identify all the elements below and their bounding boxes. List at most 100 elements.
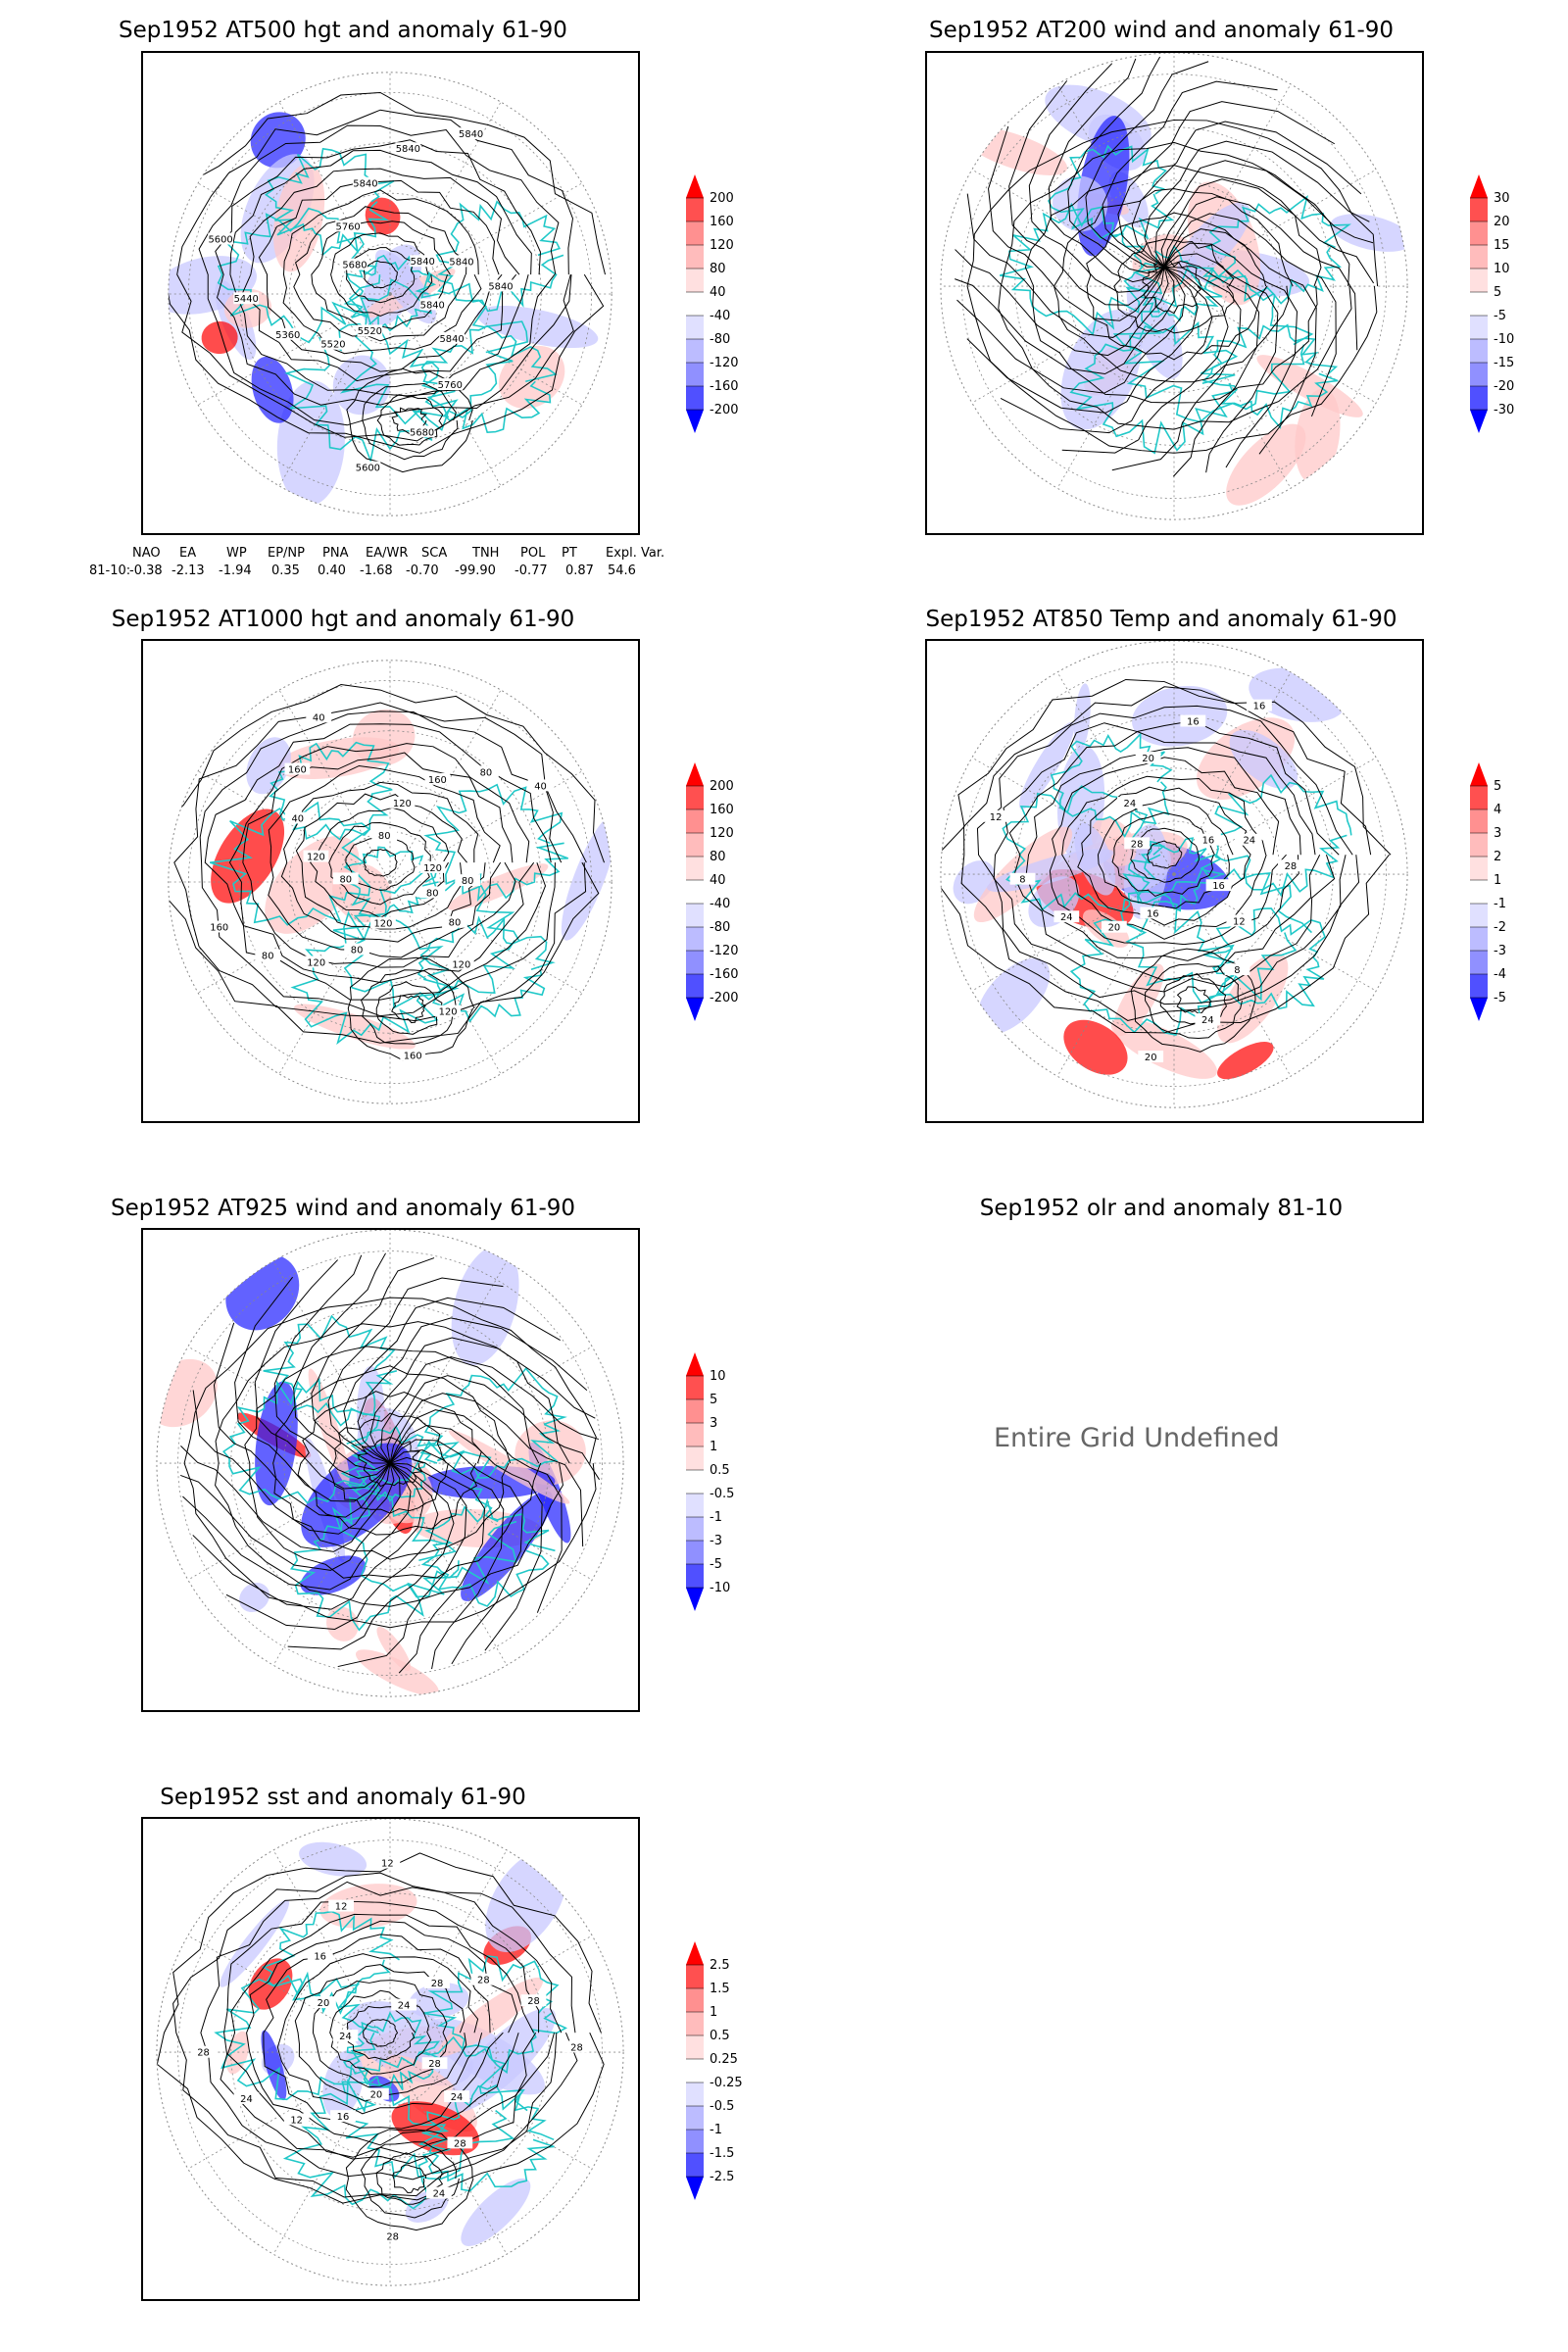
- colorbar-swatch: [1470, 292, 1488, 316]
- contour-label: 24: [339, 2032, 352, 2042]
- colorbar-tick-label: 0.25: [710, 2052, 738, 2067]
- colorbar-canvas: 5 4 3 2 1 -1 -2 -3 -4 -5: [1470, 762, 1506, 1021]
- map-at500-height: 5840 5840 5760 5680 5600 5520 5520 5360 5440 5600…: [141, 51, 640, 535]
- contour-label: 80: [426, 888, 439, 899]
- colorbar-swatch: [686, 1376, 704, 1399]
- contour-label: 12: [990, 812, 1003, 823]
- contour-label: 28: [428, 2059, 441, 2070]
- warm-anomaly-region: [365, 197, 401, 235]
- meridian-line: [389, 689, 502, 883]
- index-header: Expl. Var.: [606, 546, 665, 561]
- warm-anomaly-region: [352, 709, 416, 766]
- contour-label: 160: [288, 765, 307, 776]
- colorbar-tick-label: -10: [1494, 332, 1514, 347]
- colorbar-swatch: [1470, 809, 1488, 833]
- contour-label: 5840: [439, 334, 464, 345]
- contour-label: 20: [318, 1998, 330, 2009]
- cool-anomaly-region: [261, 2030, 287, 2101]
- colorbar-swatch: [686, 2130, 704, 2153]
- colorbar-swatch: [1470, 316, 1488, 339]
- colorbar-tick-label: 80: [710, 850, 726, 864]
- colorbar-at850: 5 4 3 2 1 -1 -2 -3 -4 -5: [1470, 762, 1568, 1054]
- colorbar-swatch: [686, 2082, 704, 2106]
- colorbar-tick-label: -30: [1494, 403, 1514, 417]
- index-header: PT: [562, 546, 577, 561]
- warm-anomaly-region: [1063, 1019, 1128, 1075]
- contour-label: 16: [1202, 836, 1215, 847]
- contour-label: 40: [534, 781, 547, 792]
- colorbar-tick-label: -0.25: [710, 2076, 743, 2090]
- contour-label: 120: [439, 1007, 458, 1018]
- colorbar-swatch: [1470, 221, 1488, 245]
- colorbar-swatch: [1470, 857, 1488, 880]
- cool-anomaly-region: [250, 112, 306, 169]
- colorbar-tick-label: -200: [710, 991, 739, 1005]
- meridian-line: [197, 182, 391, 295]
- colorbar-tick-label: 5: [1494, 285, 1501, 300]
- cool-anomaly-region: [461, 2178, 531, 2246]
- warm-anomaly-region: [156, 1358, 218, 1428]
- index-value: -0.70: [406, 564, 439, 578]
- colorbar-tick-label: -40: [710, 309, 730, 323]
- colorbar-tick-label: -4: [1494, 967, 1506, 982]
- colorbar-swatch: [686, 1399, 704, 1423]
- colorbar-tick-label: -5: [710, 1557, 722, 1572]
- contour-label: 24: [451, 2092, 464, 2103]
- warm-anomaly-region: [293, 1004, 416, 1050]
- colorbar-tick-label: -120: [710, 356, 739, 370]
- index-header: NAO: [132, 546, 161, 561]
- panel-title-at500: Sep1952 AT500 hgt and anomaly 61-90: [119, 18, 567, 43]
- contour-label: 16: [337, 2112, 350, 2123]
- warm-anomaly-region: [1256, 355, 1363, 417]
- colorbar-swatch: [1470, 951, 1488, 974]
- colorbar-tick-label: -1: [1494, 897, 1506, 911]
- colorbar-sst: 2.5 1.5 1 0.5 0.25 -0.25 -0.5 -1 -1.5 -2.5: [686, 1941, 794, 2233]
- map-at200-wind: [925, 51, 1424, 535]
- colorbar-canvas: 30 20 15 10 5 -5 -10 -15 -20 -30: [1470, 174, 1514, 433]
- cool-anomaly-region: [1074, 822, 1116, 896]
- panel-title-at850: Sep1952 AT850 Temp and anomaly 61-90: [925, 607, 1397, 632]
- warm-anomaly-region: [1295, 388, 1341, 483]
- index-header: TNH: [472, 546, 500, 561]
- colorbar-tick-label: -0.5: [710, 2099, 734, 2114]
- colorbar-swatch: [1470, 833, 1488, 857]
- contour-label: 20: [1142, 754, 1154, 764]
- colorbar-swatch: [686, 1517, 704, 1541]
- contour-label: 5520: [320, 340, 345, 351]
- cool-anomaly-region: [1132, 685, 1228, 747]
- latitude-circle: [961, 74, 1387, 499]
- colorbar-swatch: [686, 786, 704, 809]
- colorbar-swatch: [686, 221, 704, 245]
- contour-label: 20: [1145, 1053, 1157, 1063]
- contour-label: 20: [1108, 923, 1121, 934]
- colorbar-swatch: [686, 833, 704, 857]
- colorbar-swatch: [686, 1494, 704, 1517]
- colorbar-tick-label: -5: [1494, 309, 1506, 323]
- colorbar-swatch: [686, 951, 704, 974]
- contour-label: 5440: [234, 294, 259, 305]
- contour-label: 5760: [438, 380, 463, 391]
- contour-label: 5840: [420, 300, 445, 311]
- colorbar-tick-label: -80: [710, 920, 730, 935]
- index-value: -2.13: [172, 564, 205, 578]
- map-canvas: [940, 53, 1408, 520]
- colorbar-swatch: [1470, 904, 1488, 927]
- map-canvas: [156, 1230, 624, 1697]
- index-value: -1.94: [219, 564, 252, 578]
- map-at925-wind: [141, 1228, 640, 1712]
- contour-label: 80: [351, 946, 364, 956]
- contour-label: 120: [374, 919, 393, 930]
- latitude-circle: [187, 91, 593, 497]
- warm-anomaly-region: [355, 1649, 439, 1696]
- meridian-line: [389, 293, 502, 487]
- index-header: EA/WR: [366, 546, 409, 561]
- contour-label: 12: [1233, 916, 1246, 927]
- colorbar-at500: 200 160 120 80 40 -40 -80 -120 -160 -200: [686, 174, 794, 466]
- latitude-circle: [1067, 767, 1281, 981]
- colorbar-swatch: [1470, 339, 1488, 363]
- contour-label: 24: [1201, 1015, 1214, 1026]
- contour-label: 160: [210, 922, 228, 933]
- cool-anomaly-region: [1127, 845, 1171, 891]
- colorbar-tick-label: -3: [710, 1534, 722, 1548]
- colorbar-tick-label: -3: [1494, 944, 1506, 958]
